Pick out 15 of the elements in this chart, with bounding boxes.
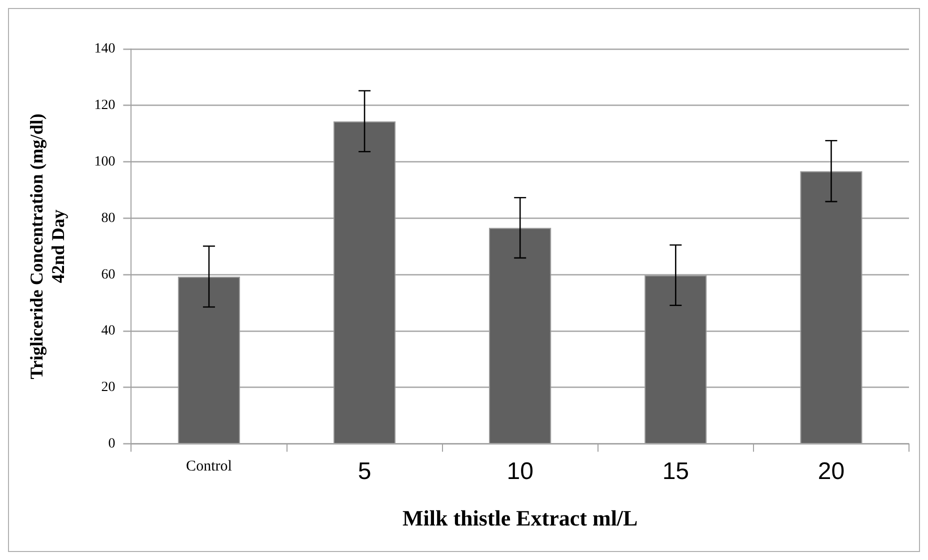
x-tick-label: 20 bbox=[818, 458, 845, 485]
x-tick-label: Control bbox=[186, 458, 232, 475]
x-tick-label: 5 bbox=[358, 458, 372, 485]
y-tick-label: 120 bbox=[94, 98, 116, 114]
y-tick-label: 100 bbox=[94, 154, 116, 170]
x-tick-label: 10 bbox=[506, 458, 534, 485]
y-tick-label: 20 bbox=[101, 380, 116, 396]
x-axis-title: Milk thistle Extract ml/L bbox=[402, 505, 638, 530]
y-tick-label: 40 bbox=[101, 324, 116, 339]
y-tick-label: 0 bbox=[108, 436, 116, 452]
y-tick-label: 60 bbox=[101, 267, 116, 282]
y-tick-label: 80 bbox=[101, 210, 116, 226]
y-axis-title: Trigliceride Concentration (mg/dl) 42nd Day bbox=[26, 114, 68, 380]
x-tick-label: 15 bbox=[662, 458, 690, 485]
y-tick-label: 140 bbox=[94, 42, 116, 57]
